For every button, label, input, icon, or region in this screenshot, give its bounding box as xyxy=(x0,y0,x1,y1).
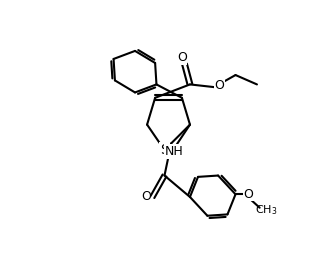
Text: S: S xyxy=(160,143,169,157)
Text: NH: NH xyxy=(164,145,183,158)
Text: CH$_3$: CH$_3$ xyxy=(255,203,278,217)
Text: O: O xyxy=(215,79,224,92)
Text: O: O xyxy=(243,188,253,201)
Text: O: O xyxy=(177,51,187,64)
Text: O: O xyxy=(141,191,151,203)
